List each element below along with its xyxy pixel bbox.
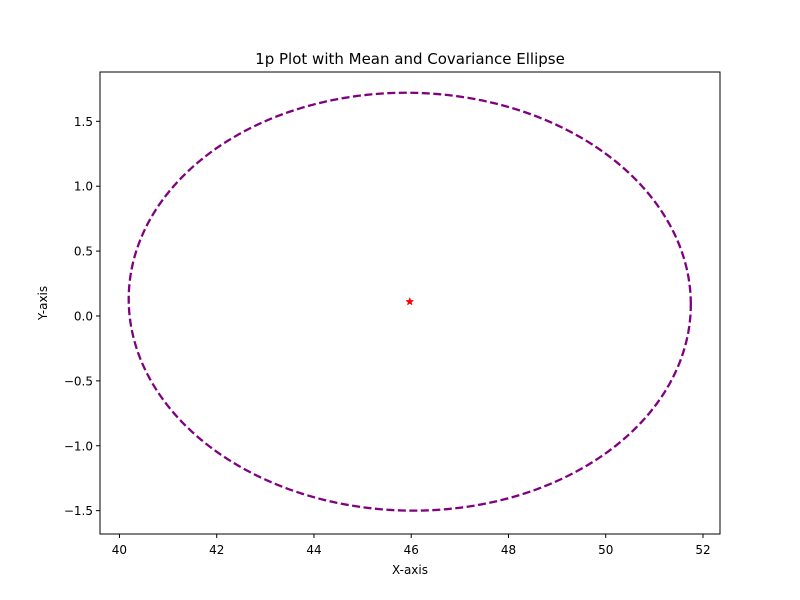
ticks-layer: 40 42 44 46 48 50 52 −1.5 −1.0 −0.5 0.0 0.5 1.0 1.5 <box>64 115 711 557</box>
y-tick-label: −0.5 <box>64 374 93 388</box>
x-tick-label: 48 <box>501 543 516 557</box>
covariance-ellipse <box>127 91 692 512</box>
y-tick-label: 0.0 <box>74 309 93 323</box>
x-tick-label: 40 <box>112 543 127 557</box>
y-tick-label: −1.5 <box>64 504 93 518</box>
y-axis-label: Y-axis <box>36 286 50 321</box>
y-tick-label: 1.0 <box>74 180 93 194</box>
plot-layer <box>127 91 692 512</box>
x-tick-label: 44 <box>306 543 321 557</box>
x-tick-label: 42 <box>209 543 224 557</box>
y-tick-label: 1.5 <box>74 115 93 129</box>
x-axis-label: X-axis <box>392 563 428 577</box>
chart-title: 1p Plot with Mean and Covariance Ellipse <box>255 50 565 68</box>
x-tick-label: 52 <box>695 543 710 557</box>
x-tick-label: 50 <box>598 543 613 557</box>
mean-point-star <box>405 296 415 306</box>
y-tick-label: 0.5 <box>74 245 93 259</box>
plot-frame <box>99 71 721 535</box>
y-tick-label: −1.0 <box>64 439 93 453</box>
x-tick-label: 46 <box>404 543 419 557</box>
